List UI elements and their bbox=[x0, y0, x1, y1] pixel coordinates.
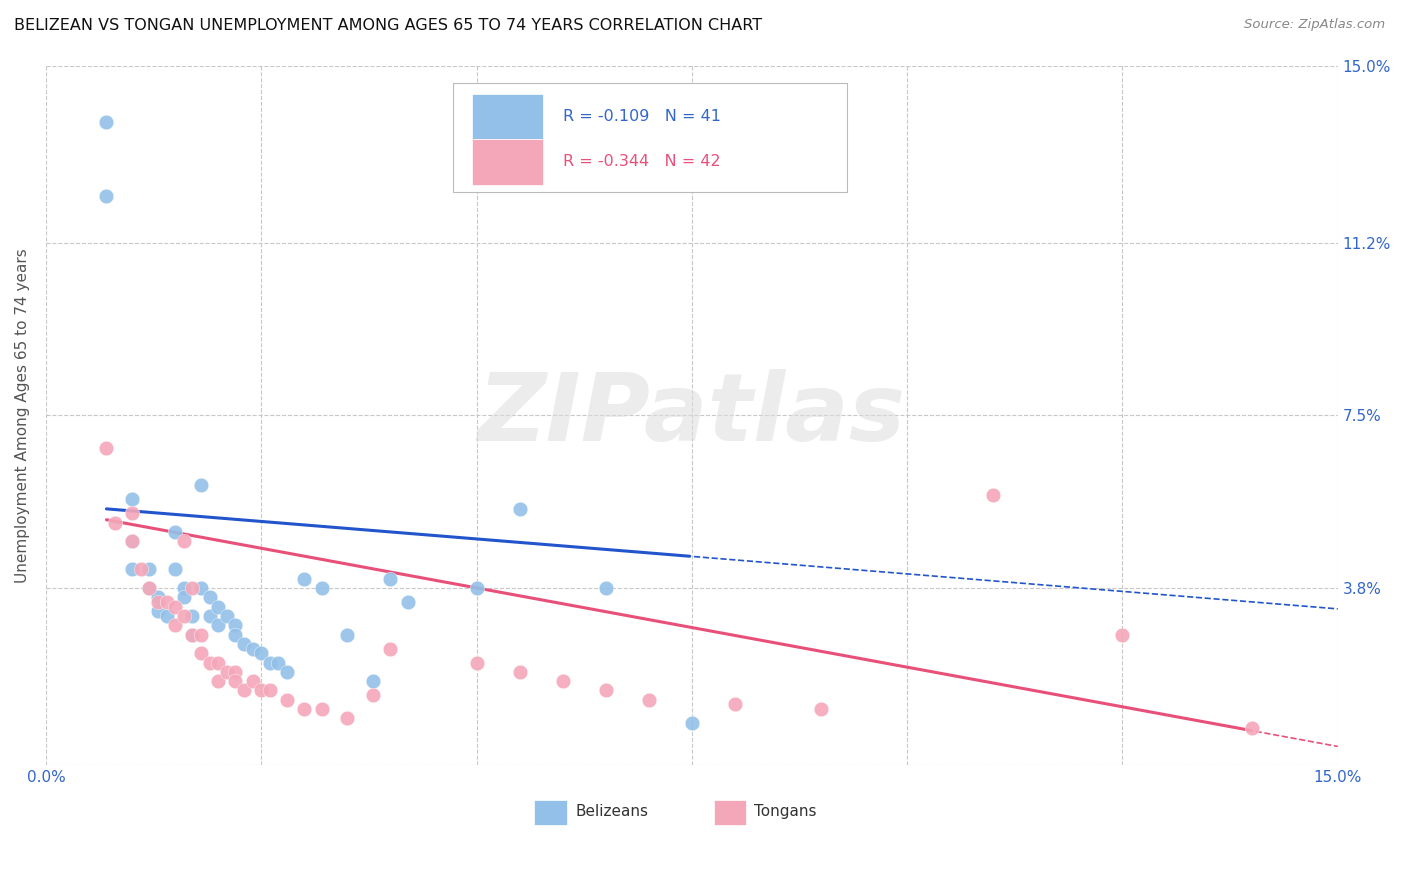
Point bbox=[165, 599, 187, 614]
Point bbox=[198, 656, 221, 670]
Text: ZIPatlas: ZIPatlas bbox=[478, 369, 905, 461]
Point bbox=[242, 674, 264, 689]
Point bbox=[207, 599, 229, 614]
Point bbox=[276, 693, 298, 707]
Point bbox=[551, 674, 574, 689]
Point bbox=[96, 189, 118, 203]
Point bbox=[465, 656, 488, 670]
Point bbox=[259, 656, 281, 670]
Point bbox=[224, 618, 246, 632]
Point bbox=[104, 516, 127, 530]
FancyBboxPatch shape bbox=[453, 83, 846, 192]
Point bbox=[276, 665, 298, 679]
Point bbox=[250, 683, 273, 698]
Point bbox=[292, 572, 315, 586]
Point bbox=[173, 591, 195, 605]
Point bbox=[242, 641, 264, 656]
Point bbox=[129, 562, 152, 576]
Point bbox=[1111, 627, 1133, 641]
Point bbox=[190, 627, 212, 641]
Point bbox=[121, 534, 143, 549]
Point bbox=[146, 591, 169, 605]
Point bbox=[146, 595, 169, 609]
Point bbox=[121, 492, 143, 507]
Point bbox=[595, 683, 617, 698]
Point bbox=[233, 683, 256, 698]
Point bbox=[198, 591, 221, 605]
Text: Tongans: Tongans bbox=[754, 805, 817, 820]
Point bbox=[380, 641, 402, 656]
Point bbox=[396, 595, 419, 609]
FancyBboxPatch shape bbox=[472, 139, 543, 185]
FancyBboxPatch shape bbox=[472, 94, 543, 139]
Point bbox=[509, 501, 531, 516]
Point bbox=[292, 702, 315, 716]
Text: BELIZEAN VS TONGAN UNEMPLOYMENT AMONG AGES 65 TO 74 YEARS CORRELATION CHART: BELIZEAN VS TONGAN UNEMPLOYMENT AMONG AG… bbox=[14, 18, 762, 33]
Point bbox=[224, 627, 246, 641]
Point bbox=[138, 581, 160, 595]
Point bbox=[181, 627, 204, 641]
Point bbox=[1240, 721, 1263, 735]
Point bbox=[198, 608, 221, 623]
Point bbox=[259, 683, 281, 698]
Point bbox=[981, 488, 1004, 502]
Point bbox=[361, 674, 384, 689]
Point bbox=[465, 581, 488, 595]
Point bbox=[165, 524, 187, 539]
Point bbox=[173, 534, 195, 549]
Point bbox=[146, 604, 169, 618]
Point bbox=[267, 656, 290, 670]
Text: R = -0.344   N = 42: R = -0.344 N = 42 bbox=[562, 154, 720, 169]
Point bbox=[138, 581, 160, 595]
Point bbox=[173, 608, 195, 623]
Point bbox=[165, 562, 187, 576]
FancyBboxPatch shape bbox=[534, 800, 567, 824]
Point bbox=[121, 506, 143, 520]
Point bbox=[155, 608, 177, 623]
Point bbox=[173, 581, 195, 595]
Point bbox=[361, 688, 384, 702]
Point bbox=[165, 618, 187, 632]
Point bbox=[155, 595, 177, 609]
Point bbox=[336, 711, 359, 725]
Point bbox=[311, 581, 333, 595]
Point bbox=[207, 618, 229, 632]
Point bbox=[810, 702, 832, 716]
Point bbox=[336, 627, 359, 641]
Point bbox=[724, 698, 747, 712]
Point bbox=[96, 441, 118, 455]
Point bbox=[190, 478, 212, 492]
Point bbox=[233, 637, 256, 651]
Point bbox=[190, 646, 212, 660]
Point bbox=[121, 562, 143, 576]
Point bbox=[121, 534, 143, 549]
Y-axis label: Unemployment Among Ages 65 to 74 years: Unemployment Among Ages 65 to 74 years bbox=[15, 248, 30, 582]
Point bbox=[509, 665, 531, 679]
Point bbox=[207, 656, 229, 670]
Point bbox=[96, 114, 118, 128]
Point bbox=[250, 646, 273, 660]
Point bbox=[637, 693, 659, 707]
Point bbox=[380, 572, 402, 586]
Point bbox=[190, 581, 212, 595]
FancyBboxPatch shape bbox=[714, 800, 747, 824]
Text: R = -0.109   N = 41: R = -0.109 N = 41 bbox=[562, 109, 721, 124]
Point bbox=[181, 627, 204, 641]
Point bbox=[224, 674, 246, 689]
Point bbox=[595, 581, 617, 595]
Point bbox=[681, 716, 703, 731]
Point bbox=[224, 665, 246, 679]
Point bbox=[215, 665, 238, 679]
Point bbox=[181, 581, 204, 595]
Point bbox=[207, 674, 229, 689]
Point bbox=[215, 608, 238, 623]
Text: Belizeans: Belizeans bbox=[575, 805, 648, 820]
Point bbox=[311, 702, 333, 716]
Text: Source: ZipAtlas.com: Source: ZipAtlas.com bbox=[1244, 18, 1385, 31]
Point bbox=[181, 608, 204, 623]
Point bbox=[138, 562, 160, 576]
